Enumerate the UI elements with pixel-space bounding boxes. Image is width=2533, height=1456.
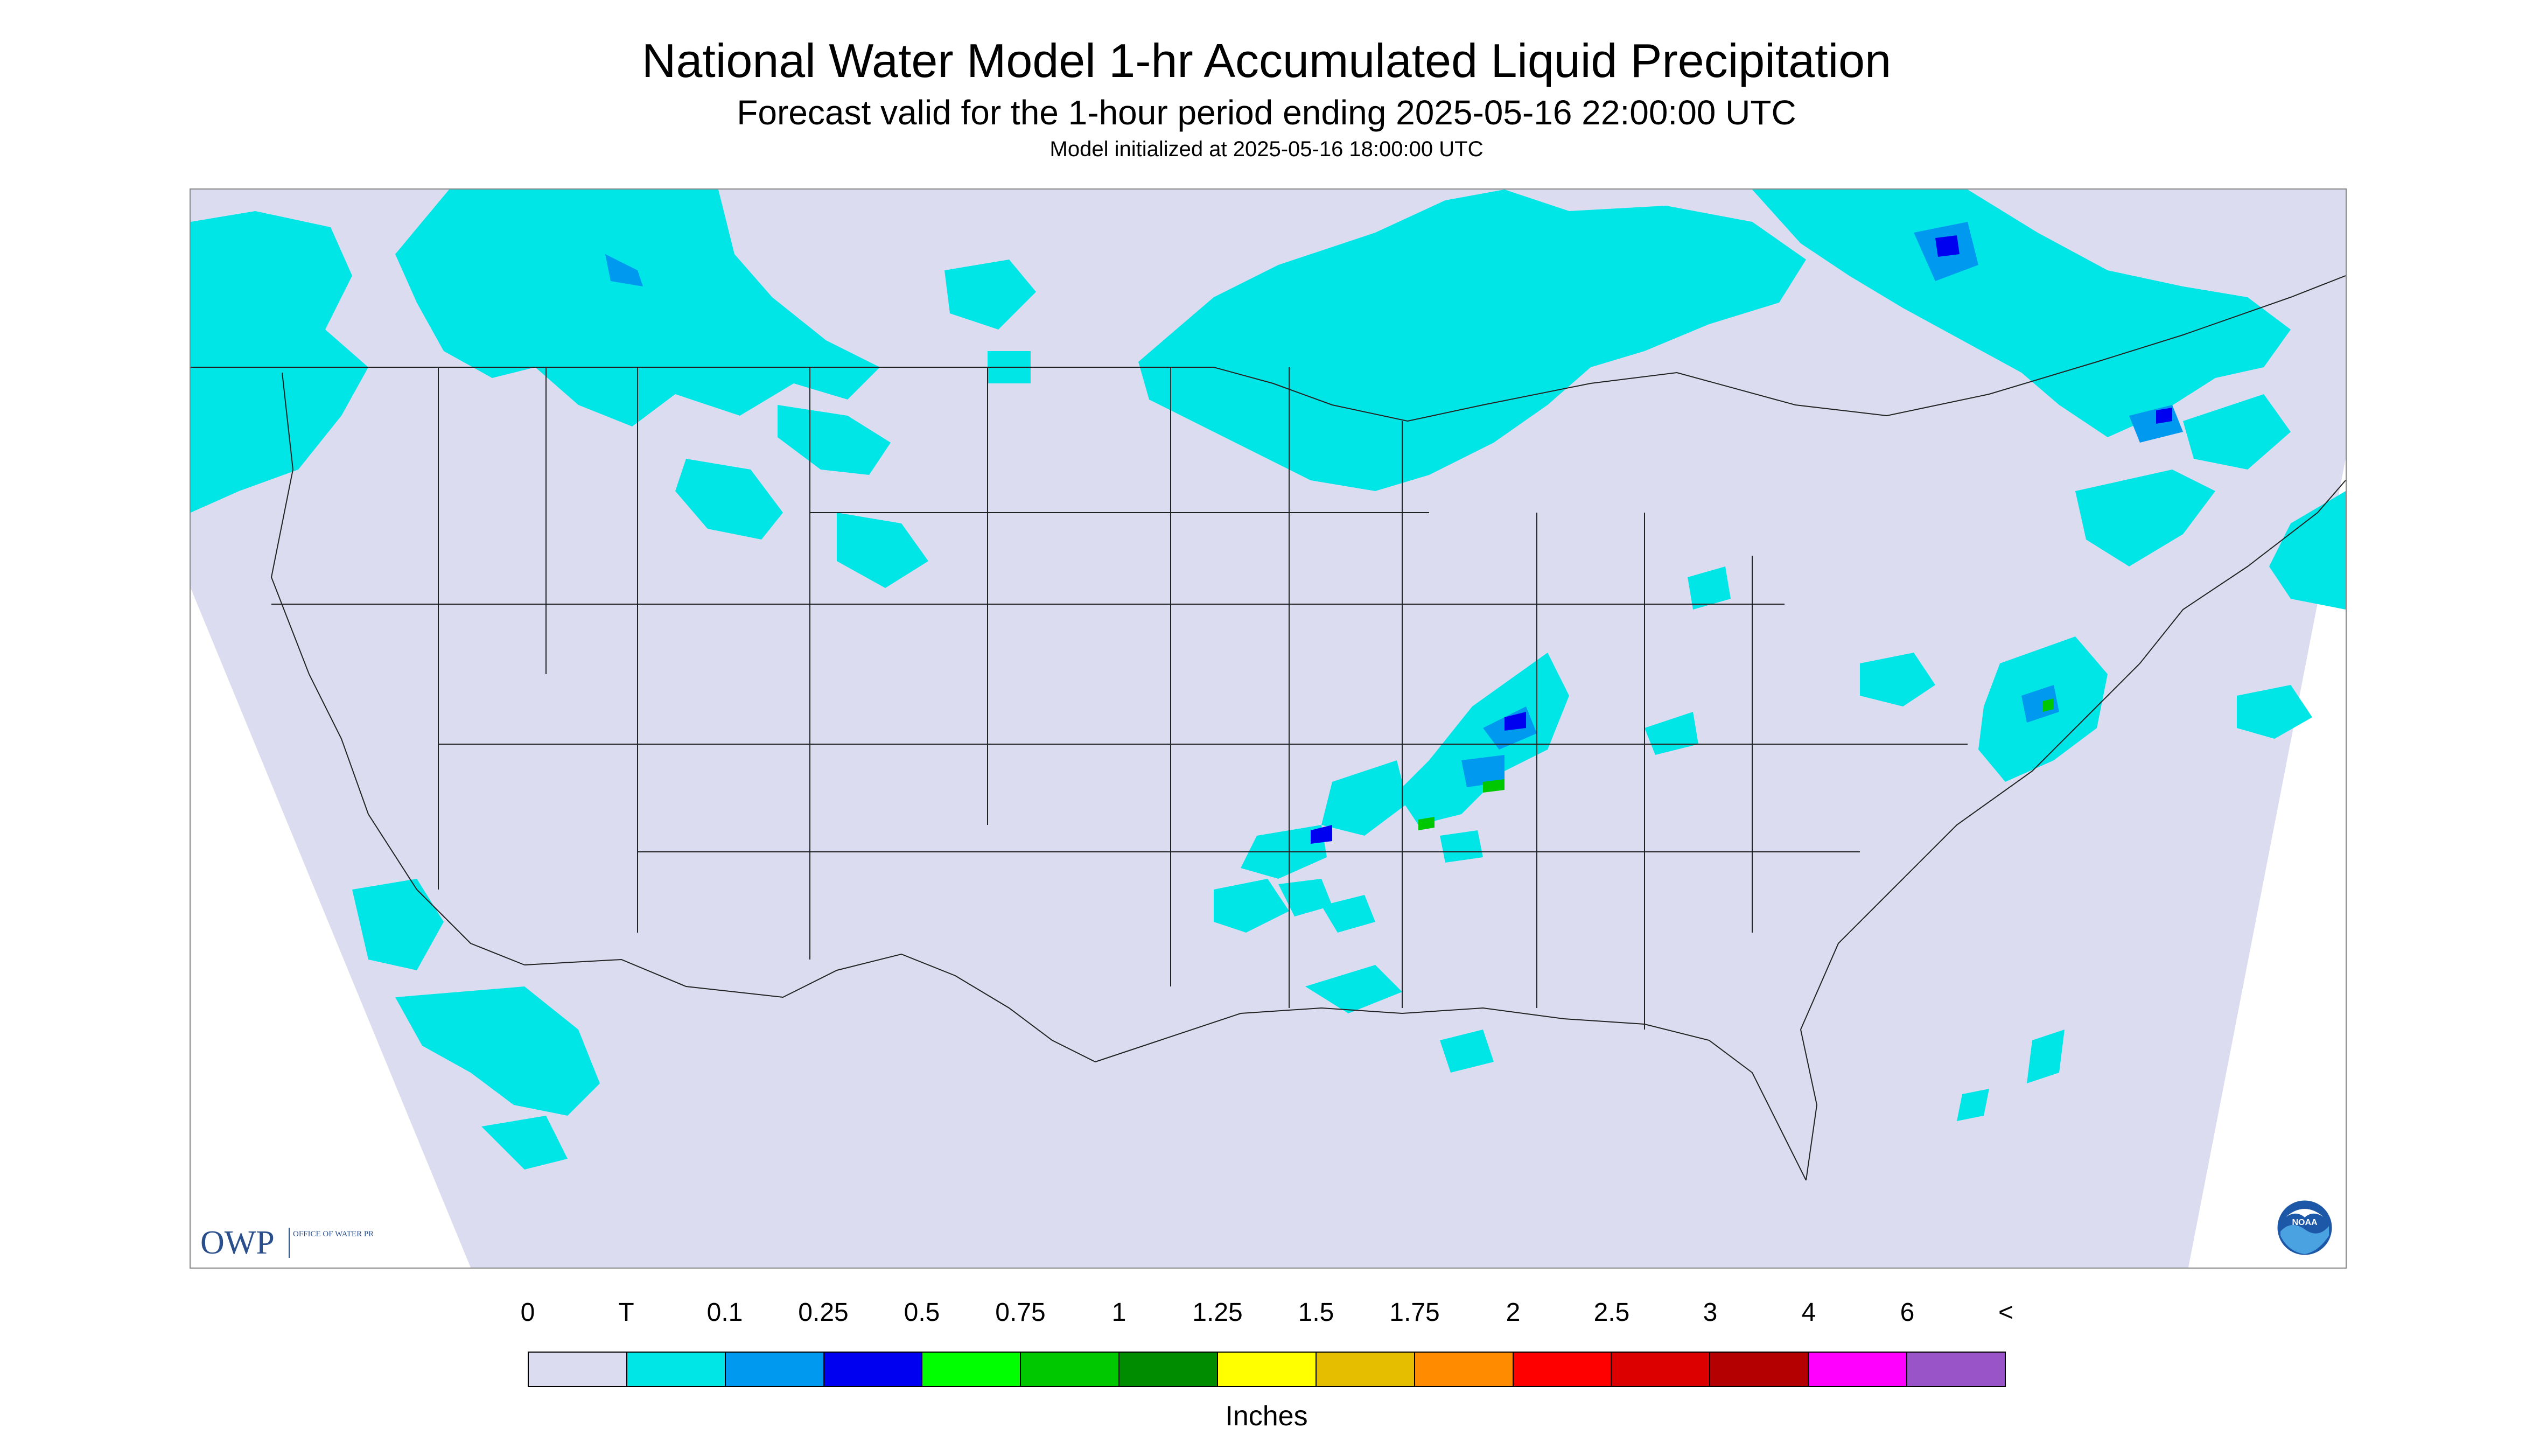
legend-tick-label: 3	[1703, 1298, 1718, 1327]
legend-units: Inches	[1225, 1401, 1308, 1432]
legend-swatch	[922, 1353, 1021, 1386]
owp-logo-mark: OWP	[200, 1224, 275, 1261]
legend-swatch	[1119, 1353, 1219, 1386]
legend-swatch	[1907, 1353, 2005, 1386]
legend-tick-label: 0.5	[904, 1298, 940, 1327]
legend-colorbar	[528, 1352, 2006, 1387]
legend-swatch	[1316, 1353, 1415, 1386]
owp-logo: OWP OFFICE OF WATER PREDICTION	[200, 1223, 412, 1261]
model-init-time: Model initialized at 2025-05-16 18:00:00…	[1049, 137, 1484, 161]
legend-tick-label: 2	[1506, 1298, 1521, 1327]
legend-tick-label: 2.5	[1593, 1298, 1630, 1327]
legend-tick-label: 1	[1111, 1298, 1126, 1327]
legend-tick-label: 0	[520, 1298, 535, 1327]
legend-tick-label: 1.75	[1389, 1298, 1440, 1327]
precip-heavy-areas	[1311, 235, 2172, 844]
legend-swatch	[1612, 1353, 1711, 1386]
noaa-logo: NOAA	[2275, 1198, 2334, 1257]
legend-tick-label: 1.5	[1298, 1298, 1334, 1327]
legend-tick-label: T	[618, 1298, 634, 1327]
legend-tick-label: 6	[1900, 1298, 1915, 1327]
political-boundaries	[191, 275, 2346, 1181]
owp-logo-text: OFFICE OF WATER PREDICTION	[293, 1230, 373, 1238]
legend-swatch	[725, 1353, 824, 1386]
legend-swatch	[627, 1353, 726, 1386]
legend-tick-label: 0.1	[706, 1298, 743, 1327]
legend-swatch	[529, 1353, 627, 1386]
legend-tick-label: 4	[1801, 1298, 1816, 1327]
legend-swatch	[1218, 1353, 1317, 1386]
precip-extreme-areas	[1418, 698, 2054, 830]
precipitation-map	[190, 188, 2347, 1269]
legend-swatch	[1513, 1353, 1612, 1386]
legend-swatch	[1021, 1353, 1120, 1386]
legend-swatch	[1809, 1353, 1908, 1386]
legend-swatch	[1415, 1353, 1514, 1386]
noaa-logo-text: NOAA	[2292, 1218, 2318, 1227]
legend-swatch	[1710, 1353, 1809, 1386]
legend-tick-label: 0.25	[798, 1298, 849, 1327]
color-legend: 0 T 0.1 0.25 0.5 0.75 1 1.25 1.5 1.75 2 2.5 3 4 6 <	[521, 1298, 2013, 1416]
legend-tick-label: <	[1998, 1298, 2014, 1327]
legend-swatch	[824, 1353, 923, 1386]
legend-tick-label: 0.75	[995, 1298, 1046, 1327]
map-subtitle: Forecast valid for the 1-hour period end…	[737, 93, 1796, 132]
legend-tick-label: 1.25	[1192, 1298, 1243, 1327]
model-domain	[191, 190, 2346, 1268]
map-title: National Water Model 1-hr Accumulated Li…	[641, 34, 1892, 87]
